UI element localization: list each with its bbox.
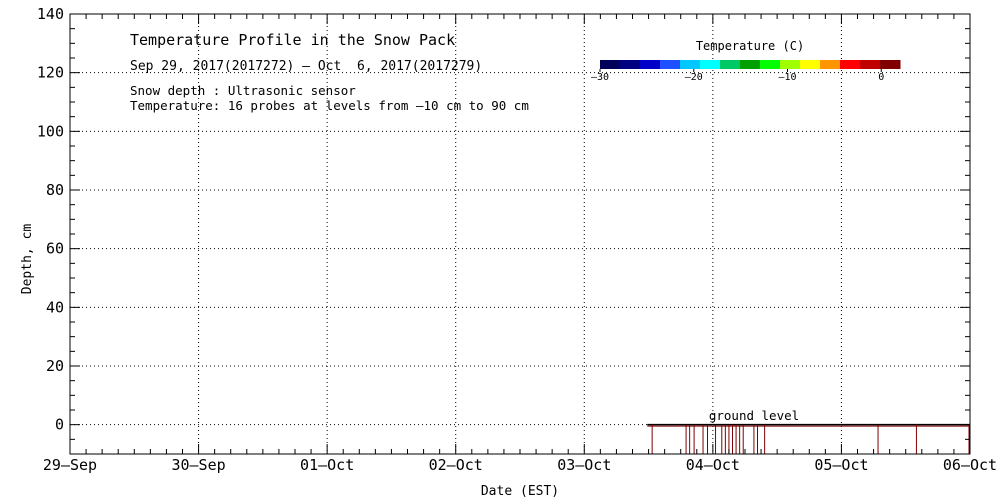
chart-title: Temperature Profile in the Snow Pack <box>130 31 455 49</box>
x-tick-label: 05–Oct <box>814 456 868 474</box>
colorbar-title: Temperature (C) <box>696 39 804 53</box>
y-tick-label: 0 <box>55 416 64 434</box>
colorbar-legend: Temperature (C) –30 –20 –10 0 <box>591 39 901 83</box>
colorbar-tick-label: –10 <box>778 72 796 83</box>
colorbar-cell <box>800 60 821 69</box>
note-temperature: Temperature: 16 probes at levels from –1… <box>130 98 529 113</box>
y-tick-label: 20 <box>46 357 64 375</box>
ground-level-label: ground level <box>709 408 799 423</box>
colorbar-cell <box>780 60 801 69</box>
axis-tick-labels: 0 20 40 60 80 100 120 140 29–Sep 30–Sep 01–Oct 02–O… <box>37 5 997 474</box>
x-tick-label: 03–Oct <box>557 456 611 474</box>
plot-frame <box>69 13 971 455</box>
y-tick-label: 140 <box>37 5 64 23</box>
x-tick-label: 30–Sep <box>171 456 225 474</box>
gridlines <box>70 13 970 454</box>
colorbar-cell <box>600 60 621 69</box>
x-axis-label: Date (EST) <box>481 484 559 499</box>
y-tick-label: 40 <box>46 298 64 316</box>
x-tick-label: 02–Oct <box>429 456 483 474</box>
colorbar-cell <box>720 60 741 69</box>
colorbar-tick-label: –20 <box>685 72 703 83</box>
colorbar-tick-label: 0 <box>878 72 884 83</box>
colorbar-cell <box>840 60 861 69</box>
y-tick-label: 60 <box>46 240 64 258</box>
y-axis-label: Depth, cm <box>20 224 35 295</box>
colorbar-ticks: –30 –20 –10 0 <box>591 69 884 83</box>
colorbar-cell <box>860 60 881 69</box>
colorbar-tick-label: –30 <box>591 72 609 83</box>
colorbar-cell <box>880 60 901 69</box>
x-tick-label: 06–Oct <box>943 456 997 474</box>
colorbar-cells <box>600 60 901 69</box>
y-tick-label: 120 <box>37 64 64 82</box>
axis-ticks <box>69 13 971 455</box>
colorbar-cell <box>760 60 781 69</box>
colorbar-cell <box>680 60 701 69</box>
y-tick-label: 100 <box>37 122 64 140</box>
x-tick-label: 01–Oct <box>300 456 354 474</box>
x-tick-label: 29–Sep <box>43 456 97 474</box>
x-tick-label: 04–Oct <box>686 456 740 474</box>
chart-subtitle: Sep 29, 2017(2017272) – Oct 6, 2017(2017… <box>130 59 482 74</box>
colorbar-cell <box>740 60 761 69</box>
colorbar-cell <box>620 60 641 69</box>
note-snow-depth: Snow depth : Ultrasonic sensor <box>130 83 356 98</box>
colorbar-cell <box>820 60 841 69</box>
colorbar-cell <box>640 60 661 69</box>
y-tick-label: 80 <box>46 181 64 199</box>
colorbar-cell <box>660 60 681 69</box>
colorbar-cell <box>700 60 721 69</box>
